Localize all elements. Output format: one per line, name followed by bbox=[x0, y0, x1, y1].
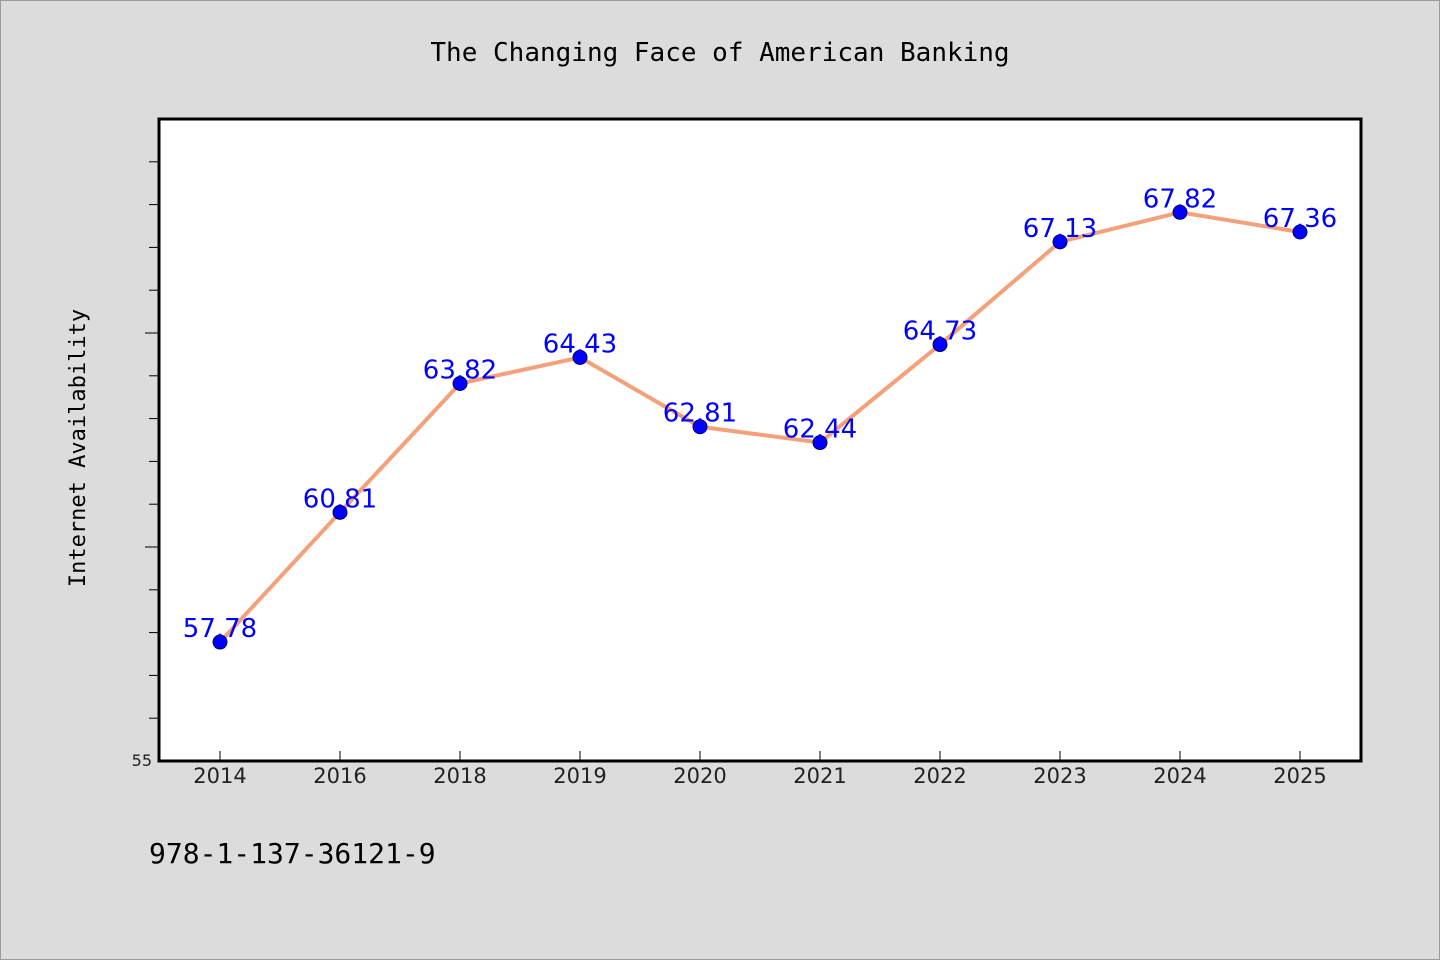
data-point bbox=[692, 419, 708, 435]
chart-title: The Changing Face of American Banking bbox=[430, 38, 1009, 68]
data-point bbox=[812, 435, 828, 451]
data-point bbox=[572, 349, 588, 365]
y-axis-ticks bbox=[145, 161, 159, 719]
data-label: 62.44 bbox=[783, 415, 857, 445]
data-point bbox=[1292, 224, 1308, 240]
x-tick-label: 2014 bbox=[193, 764, 246, 788]
data-label: 63.82 bbox=[423, 356, 497, 386]
x-tick-label: 2023 bbox=[1033, 764, 1086, 788]
data-label: 67.36 bbox=[1263, 204, 1337, 234]
data-point bbox=[212, 634, 228, 650]
data-labels: 57.78 60.81 63.82 64.43 62.81 62.44 64.73 67.13… bbox=[183, 184, 1337, 644]
y-axis-tick-labels: 55 bbox=[132, 751, 152, 770]
data-point bbox=[932, 337, 948, 353]
data-label: 60.81 bbox=[303, 484, 377, 514]
data-point bbox=[1052, 234, 1068, 250]
x-tick-label: 2025 bbox=[1273, 764, 1326, 788]
data-label: 67.82 bbox=[1143, 184, 1217, 214]
data-label: 57.78 bbox=[183, 614, 257, 644]
data-point bbox=[452, 376, 468, 392]
x-tick-label: 2021 bbox=[793, 764, 846, 788]
series-line bbox=[218, 210, 1301, 644]
data-label: 64.73 bbox=[903, 317, 977, 347]
y-axis-label: Internet Availability bbox=[66, 309, 91, 587]
x-tick-label: 2019 bbox=[553, 764, 606, 788]
x-tick-label: 2020 bbox=[673, 764, 726, 788]
x-tick-label: 2022 bbox=[913, 764, 966, 788]
x-tick-label: 2024 bbox=[1153, 764, 1206, 788]
data-point bbox=[1172, 204, 1188, 220]
x-tick-label: 2018 bbox=[433, 764, 486, 788]
data-label: 62.81 bbox=[663, 399, 737, 429]
plot-area bbox=[157, 117, 1363, 763]
data-point bbox=[332, 504, 348, 520]
x-axis-tick-labels: 2014 2016 2018 2019 2020 2021 2022 2023 2024 2025 bbox=[193, 764, 1326, 788]
footnote-isbn: 978-1-137-36121-9 bbox=[149, 837, 436, 870]
data-label: 64.43 bbox=[543, 329, 617, 359]
data-label: 67.13 bbox=[1023, 214, 1097, 244]
y-tick-label: 55 bbox=[132, 751, 152, 770]
x-tick-label: 2016 bbox=[313, 764, 366, 788]
series-markers bbox=[212, 204, 1308, 650]
x-axis-ticks bbox=[219, 751, 1301, 761]
